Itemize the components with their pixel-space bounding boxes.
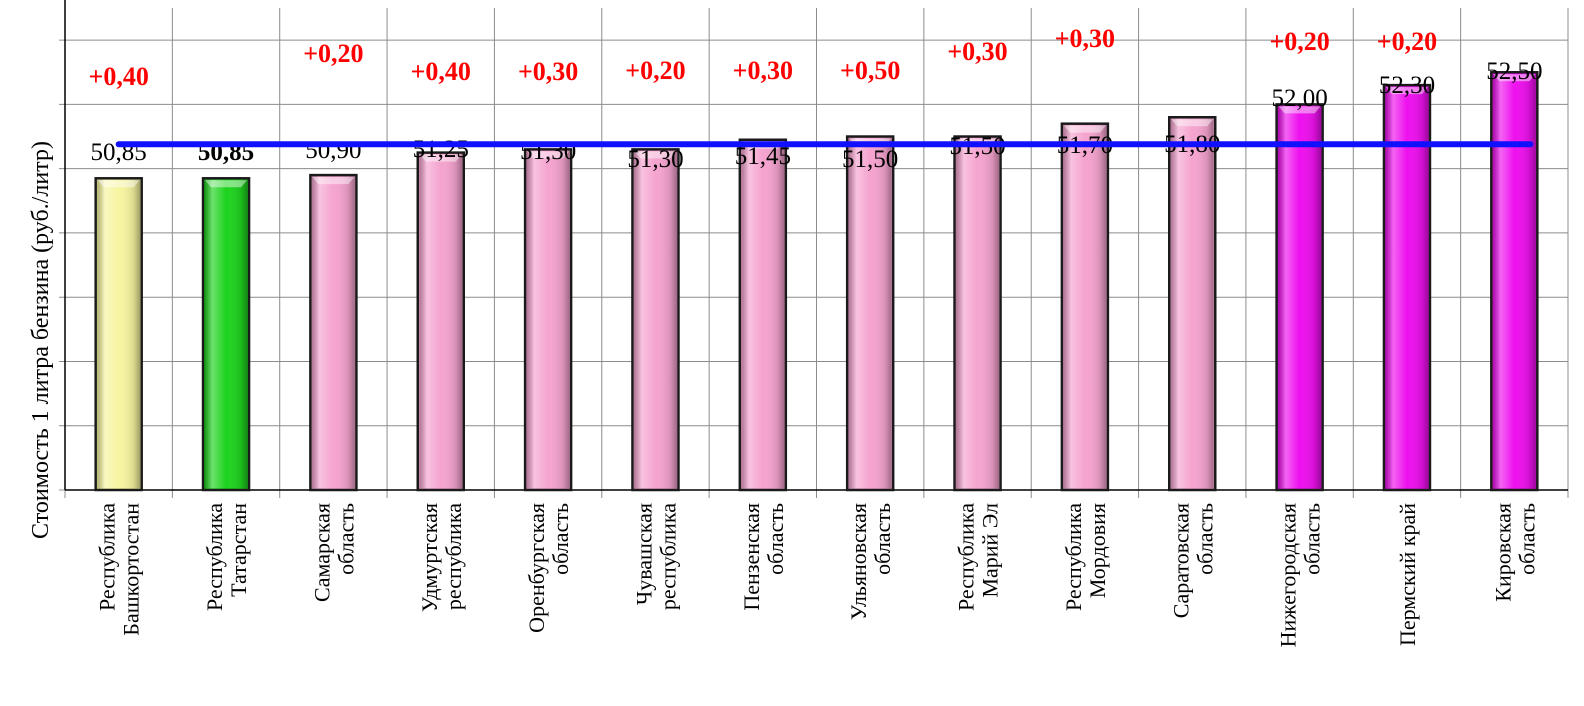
bar-shading [97,179,141,489]
category-label-line: Удмуртская [417,503,442,612]
bar-shading [633,150,677,489]
change-label: +0,40 [411,57,471,86]
change-label: +0,30 [947,37,1007,66]
category-label: Кировскаяобласть [1490,503,1539,602]
category-label-line: область [548,503,573,575]
category-label: Удмуртскаяреспублика [417,503,466,612]
change-label: +0,20 [1377,27,1437,56]
category-label: Оренбургскаяобласть [524,503,573,633]
category-label-line: Пермский край [1395,503,1420,646]
category-label-line: Республика [95,503,120,611]
category-label-line: Марий Эл [978,503,1003,598]
bar-shading [526,150,570,489]
category-label-line: Нижегородская [1276,503,1301,647]
bar-shading [311,176,355,489]
bar-bevel [1171,119,1214,127]
value-label: 50,90 [305,137,361,164]
category-label: Пермский край [1395,503,1420,646]
category-label-line: Республика [202,503,227,611]
category-label-line: Башкортостан [119,503,144,636]
change-label: +0,30 [518,57,578,86]
category-label-line: область [763,503,788,575]
bar-bevel [1385,87,1428,95]
bar-bevel [634,151,677,159]
change-label: +0,20 [625,56,685,85]
category-label-line: Республика [1061,503,1086,611]
category-label: РеспубликаМордовия [1061,503,1110,611]
value-label: 51,30 [627,146,683,173]
value-label: 52,30 [1379,72,1435,99]
category-label-line: Пензенская [739,503,764,611]
category-label-line: Оренбургская [524,503,549,633]
category-label-line: Саратовская [1168,503,1193,618]
category-label: РеспубликаТатарстан [202,503,251,611]
change-label: +0,40 [89,62,149,91]
category-label: Пензенскаяобласть [739,503,788,611]
bar-shading [419,154,463,489]
category-label-line: Самарская [309,503,334,602]
category-label-line: область [333,503,358,575]
category-label-line: Республика [954,503,979,611]
change-label: +0,30 [1055,24,1115,53]
value-label: 51,50 [842,146,898,173]
category-label-line: Ульяновская [846,503,871,620]
bar-bevel [527,151,570,159]
category-label-line: Татарстан [226,503,251,597]
y-axis-label: Стоимость 1 литра бензина (руб./литр) [28,141,54,539]
value-label: 52,50 [1486,58,1542,85]
bar-bevel [1063,125,1106,133]
bar-bevel [1493,74,1536,82]
category-label-line: Мордовия [1085,503,1110,598]
category-label: Саратовскаяобласть [1168,503,1217,618]
bar-bevel [97,180,140,188]
bar-bevel [312,177,355,185]
bar-shading [1063,125,1107,489]
change-label: +0,30 [733,56,793,85]
category-label-line: область [1192,503,1217,575]
value-label: 52,00 [1271,85,1327,112]
category-label: Нижегородскаяобласть [1276,503,1325,647]
category-label: РеспубликаМарий Эл [954,503,1003,611]
change-label: +0,20 [1269,27,1329,56]
category-label-line: республика [655,503,680,610]
bar-shading [956,138,1000,489]
change-label: +0,50 [840,56,900,85]
bar-shading [204,179,248,489]
category-label-line: Чувашская [631,503,656,605]
bar-bevel [1278,106,1321,114]
category-label: Ульяновскаяобласть [846,503,895,620]
category-label: РеспубликаБашкортостан [95,503,144,636]
bar-shading [1278,105,1322,489]
change-label: +0,20 [303,39,363,68]
category-labels: РеспубликаБашкортостан РеспубликаТатарста… [95,503,1540,648]
grid-lines [59,0,1569,498]
bar-bevel [419,154,462,162]
category-label-line: республика [441,503,466,610]
category-label: Чувашскаяреспублика [631,503,680,610]
value-label: 51,45 [735,143,791,170]
category-label-line: область [1514,503,1539,575]
category-label: Самарскаяобласть [309,503,358,602]
bar-shading [1170,118,1214,489]
bar-shading [848,138,892,489]
category-label-line: Кировская [1490,503,1515,602]
bar-bevel [205,180,248,188]
value-label: 51,25 [413,136,469,163]
category-label-line: область [1300,503,1325,575]
bar-shading [1385,86,1429,489]
bar-shading [741,141,785,489]
bar-shading [1492,73,1536,489]
category-label-line: область [870,503,895,575]
